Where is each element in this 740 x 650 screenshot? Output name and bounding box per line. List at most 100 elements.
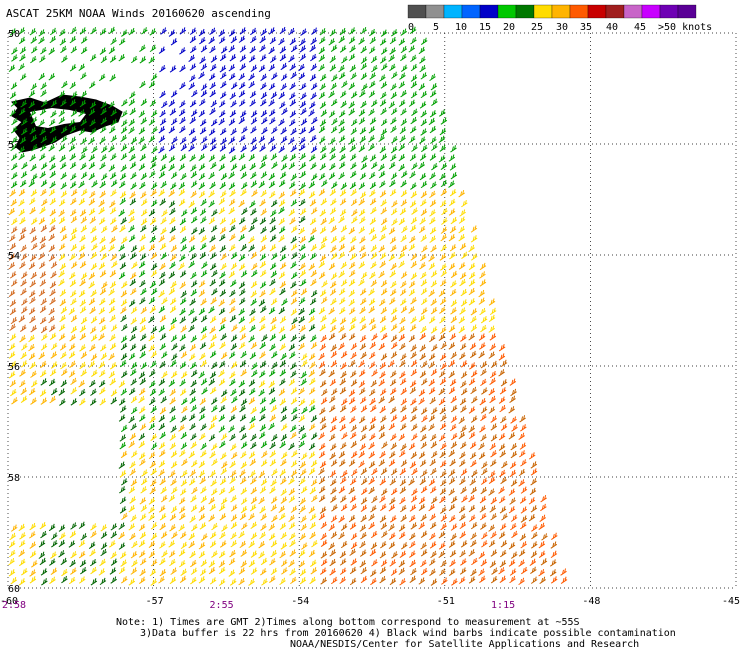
wind-barb: [49, 576, 56, 585]
wind-barb: [320, 577, 327, 585]
wind-barb: [230, 532, 237, 540]
wind-barb: [140, 208, 148, 217]
wind-barb: [188, 260, 195, 268]
wind-barb: [20, 227, 27, 235]
wind-barb: [109, 74, 116, 82]
wind-barb: [90, 353, 98, 361]
wind-barb: [469, 362, 476, 370]
wind-barb: [181, 469, 188, 478]
wind-barb: [449, 189, 457, 197]
wind-barb: [10, 388, 17, 397]
wind-barb: [179, 281, 187, 289]
wind-barb: [190, 577, 197, 585]
wind-barb: [28, 100, 36, 109]
wind-barb: [518, 559, 525, 567]
wind-barb: [218, 404, 226, 413]
wind-barb: [429, 568, 436, 576]
wind-barb: [419, 64, 426, 73]
wind-barb: [398, 153, 406, 162]
wind-barb: [48, 315, 55, 324]
wind-barb: [458, 233, 465, 242]
wind-barb: [58, 253, 66, 261]
wind-barb: [98, 199, 105, 207]
wind-barb: [319, 163, 327, 171]
wind-barb: [101, 281, 108, 289]
wind-barb: [511, 530, 518, 539]
wind-barb: [180, 290, 187, 298]
wind-barb: [108, 370, 116, 379]
wind-barb: [271, 351, 278, 359]
wind-barb: [189, 252, 197, 261]
wind-barb: [409, 550, 416, 558]
wind-barb: [348, 514, 356, 523]
wind-barb: [151, 146, 158, 154]
wind-barb: [428, 378, 436, 387]
wind-barb: [260, 208, 267, 216]
wind-barb: [369, 271, 376, 280]
wind-barb: [199, 251, 207, 260]
wind-barb: [420, 441, 428, 449]
wind-barb: [248, 55, 256, 63]
wind-barb: [448, 370, 456, 379]
wind-barb: [278, 37, 285, 46]
wind-barb: [378, 170, 386, 179]
wind-barb: [238, 308, 245, 316]
wind-barb: [498, 567, 505, 575]
wind-barb: [409, 171, 416, 179]
wind-barb: [499, 506, 507, 514]
wind-barb: [128, 352, 136, 361]
wind-barb: [409, 386, 417, 395]
wind-barb: [158, 46, 166, 54]
wind-barb: [149, 161, 157, 170]
colorbar-swatch: [461, 4, 481, 19]
wind-barb: [40, 298, 47, 306]
wind-barb: [100, 352, 108, 360]
wind-barb: [288, 378, 296, 386]
wind-barb: [88, 281, 95, 289]
wind-barb: [358, 198, 365, 206]
wind-barb: [368, 171, 376, 180]
wind-barb: [238, 82, 246, 90]
wind-barb: [248, 559, 256, 568]
wind-barb: [120, 353, 128, 361]
wind-barb: [248, 316, 256, 324]
wind-barb: [530, 478, 537, 486]
wind-barb: [210, 225, 218, 233]
colorbar-swatch: [551, 4, 571, 19]
wind-barb: [389, 188, 397, 197]
wind-barb: [460, 334, 467, 342]
wind-barb: [309, 513, 317, 521]
wind-barb: [300, 468, 307, 476]
wind-barb: [428, 361, 436, 369]
wind-barb: [179, 512, 186, 521]
wind-barb: [198, 153, 206, 161]
wind-barb: [169, 576, 177, 585]
wind-barb: [488, 325, 496, 333]
wind-barb: [538, 550, 546, 558]
wind-barb: [110, 531, 118, 539]
wind-barb: [450, 351, 457, 360]
wind-barb: [18, 146, 25, 154]
wind-barb: [190, 171, 198, 179]
wind-barb: [530, 550, 538, 558]
wind-barb: [398, 433, 406, 441]
wind-barb: [280, 62, 288, 71]
wind-barb: [320, 551, 328, 559]
wind-barb: [360, 251, 367, 260]
wind-barb: [328, 216, 336, 225]
wind-barb: [430, 407, 438, 415]
wind-barb: [11, 397, 18, 405]
wind-barb: [399, 578, 406, 586]
wind-barb: [138, 371, 146, 379]
wind-barb: [421, 245, 428, 253]
wind-barb: [99, 136, 106, 144]
wind-barb: [210, 488, 218, 496]
wind-barb: [411, 144, 418, 152]
wind-barb: [29, 109, 37, 117]
wind-barb: [280, 458, 287, 467]
wind-barb: [69, 81, 77, 90]
wind-barb: [10, 126, 18, 134]
wind-barb: [219, 154, 226, 162]
wind-barb: [199, 406, 206, 414]
wind-barb: [248, 451, 256, 459]
